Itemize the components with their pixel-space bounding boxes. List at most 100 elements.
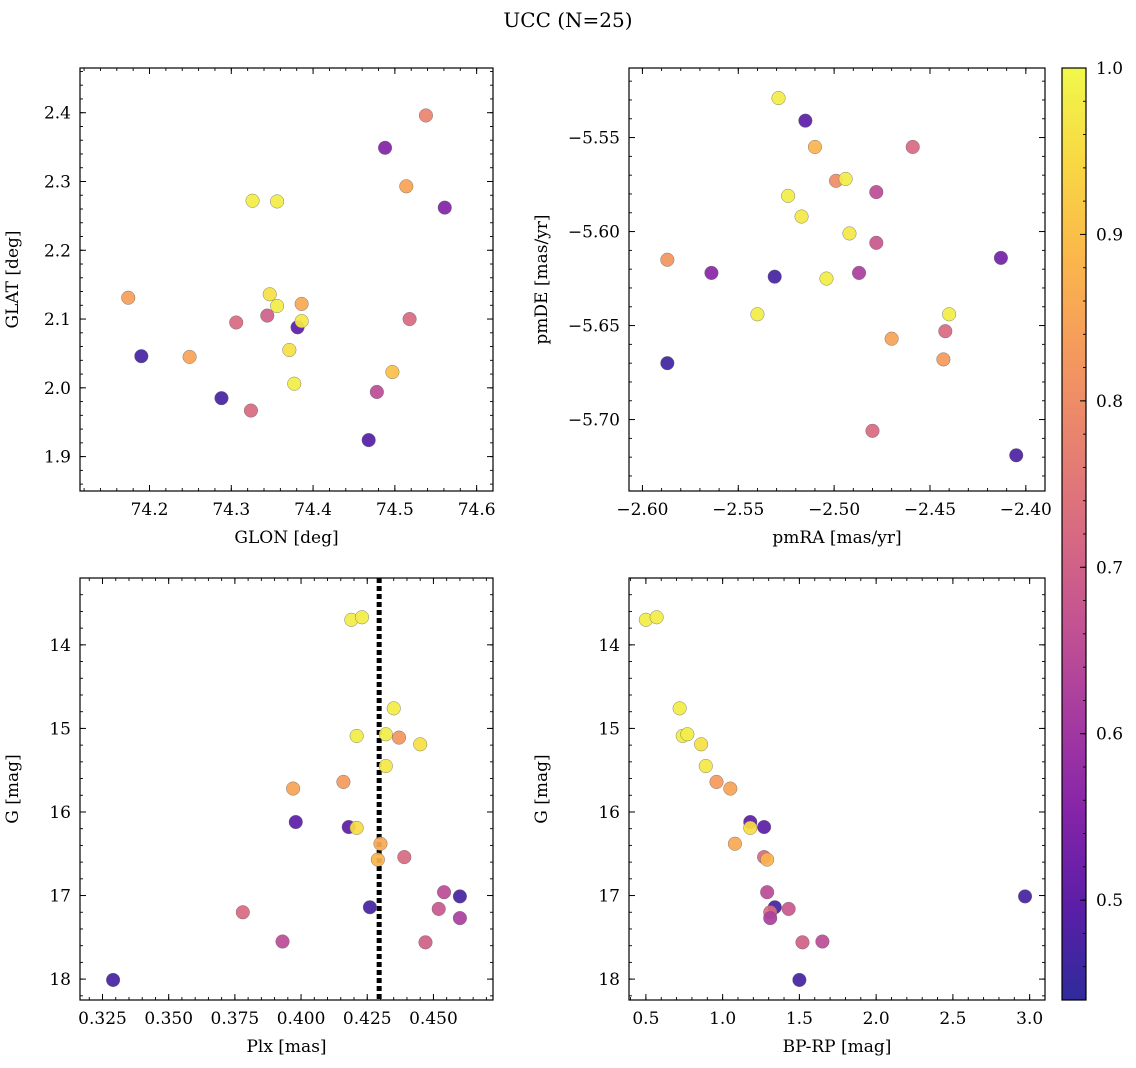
scatter-point — [698, 759, 713, 774]
x-tick-label: 0.400 — [277, 1009, 326, 1029]
x-tick-label: 74.2 — [131, 500, 169, 520]
scatter-point — [723, 781, 738, 796]
scatter-point — [869, 185, 884, 200]
scatter-point — [270, 194, 285, 209]
y-axis-label: G [mag] — [532, 754, 552, 823]
scatter-point — [815, 934, 830, 949]
scatter-point — [385, 365, 400, 380]
y-tick-label: −5.70 — [568, 411, 620, 431]
x-tick-label: 0.375 — [211, 1009, 260, 1029]
scatter-point — [660, 356, 675, 371]
scatter-point — [807, 139, 822, 154]
y-axis-label: GLAT [deg] — [3, 230, 23, 328]
colorbar-tick-label: 0.6 — [1096, 725, 1123, 745]
y-tick-label: −5.55 — [568, 129, 620, 149]
scatter-point — [869, 235, 884, 250]
scatter-point — [905, 139, 920, 154]
scatter-point — [294, 314, 309, 329]
scatter-point — [938, 324, 953, 339]
y-tick-label: −5.65 — [568, 317, 620, 337]
x-tick-label: 0.5 — [632, 1009, 659, 1029]
scatter-point — [437, 885, 452, 900]
scatter-point — [750, 307, 765, 322]
scatter-point — [798, 113, 813, 128]
y-tick-label: 16 — [598, 803, 620, 823]
scatter-point — [452, 911, 467, 926]
x-tick-label: −2.45 — [904, 500, 956, 520]
scatter-point — [287, 376, 302, 391]
scatter-point — [402, 312, 417, 327]
panel-glon-glat: 74.2 74.3 74.4 74.5 74.6 1.9 2.0 2.1 2.2 2.3 2.4 GL… — [3, 67, 496, 548]
x-tick-label: 1.5 — [786, 1009, 813, 1029]
scatter-point — [792, 972, 807, 987]
x-tick-label: 74.5 — [376, 500, 414, 520]
scatter-point — [369, 384, 384, 399]
scatter-point — [794, 209, 809, 224]
x-tick-label: 1.0 — [709, 1009, 736, 1029]
panel-plx-g: 0.325 0.350 0.375 0.400 0.425 0.450 14 15 16 17 18… — [3, 577, 494, 1057]
x-axis-label: Plx [mas] — [246, 1037, 326, 1057]
scatter-point — [214, 391, 229, 406]
y-tick-label: 18 — [49, 970, 71, 990]
scatter-point — [680, 727, 695, 742]
scatter-point — [709, 774, 724, 789]
scatter-point — [704, 265, 719, 280]
x-tick-label: 0.325 — [78, 1009, 127, 1029]
scatter-point — [672, 701, 687, 716]
figure-title: UCC (N=25) — [503, 8, 633, 32]
scatter-point — [936, 352, 951, 367]
colorbar-tick-label: 1.0 — [1096, 59, 1123, 79]
scatter-point — [694, 737, 709, 752]
scatter-point — [286, 781, 301, 796]
colorbar-tick-label: 0.7 — [1096, 558, 1123, 578]
y-tick-label: 18 — [598, 970, 620, 990]
scatter-point — [649, 610, 664, 625]
scatter-point — [229, 315, 244, 330]
scatter-point — [781, 188, 796, 203]
scatter-point — [431, 901, 446, 916]
scatter-point — [993, 250, 1008, 265]
y-axis-label: pmDE [mas/yr] — [532, 214, 552, 344]
scatter-point — [386, 701, 401, 716]
panel-pmra-pmde: −2.60 −2.55 −2.50 −2.45 −2.40 −5.70 −5.65 −5.60… — [532, 67, 1052, 548]
scatter-point — [134, 349, 149, 364]
scatter-point — [262, 287, 277, 302]
scatter-point — [260, 308, 275, 323]
colorbar-tick-label: 0.8 — [1096, 392, 1123, 412]
scatter-point — [397, 850, 412, 865]
scatter-point — [243, 403, 258, 418]
x-tick-label: 74.3 — [212, 500, 250, 520]
y-tick-label: 2.1 — [44, 310, 71, 330]
scatter-point — [767, 269, 782, 284]
scatter-point — [418, 935, 433, 950]
scatter-point — [349, 728, 364, 743]
y-tick-label: −5.60 — [568, 223, 620, 243]
scatter-point — [378, 759, 393, 774]
y-tick-label: 16 — [49, 803, 71, 823]
x-tick-label: 2.5 — [939, 1009, 966, 1029]
x-axis-label: BP-RP [mag] — [783, 1037, 892, 1057]
scatter-point — [760, 852, 775, 867]
x-tick-label: 0.425 — [343, 1009, 392, 1029]
scatter-point — [865, 423, 880, 438]
scatter-point — [235, 905, 250, 920]
axes-frame — [628, 67, 1046, 492]
y-tick-label: 2.3 — [44, 172, 71, 192]
axes-frame — [79, 67, 494, 492]
scatter-point — [452, 889, 467, 904]
scatter-point — [757, 820, 772, 835]
scatter-point — [106, 972, 121, 987]
scatter-point — [182, 349, 197, 364]
scatter-point — [1018, 889, 1033, 904]
scatter-point — [418, 108, 433, 123]
x-tick-label: 2.0 — [863, 1009, 890, 1029]
scatter-point — [1009, 448, 1024, 463]
scatter-point — [245, 193, 260, 208]
scatter-point — [842, 226, 857, 241]
scatter-point — [282, 343, 297, 358]
x-axis-label: GLON [deg] — [234, 528, 338, 548]
x-tick-label: −2.55 — [712, 500, 764, 520]
scatter-point — [121, 290, 136, 305]
y-tick-label: 1.9 — [44, 448, 71, 468]
